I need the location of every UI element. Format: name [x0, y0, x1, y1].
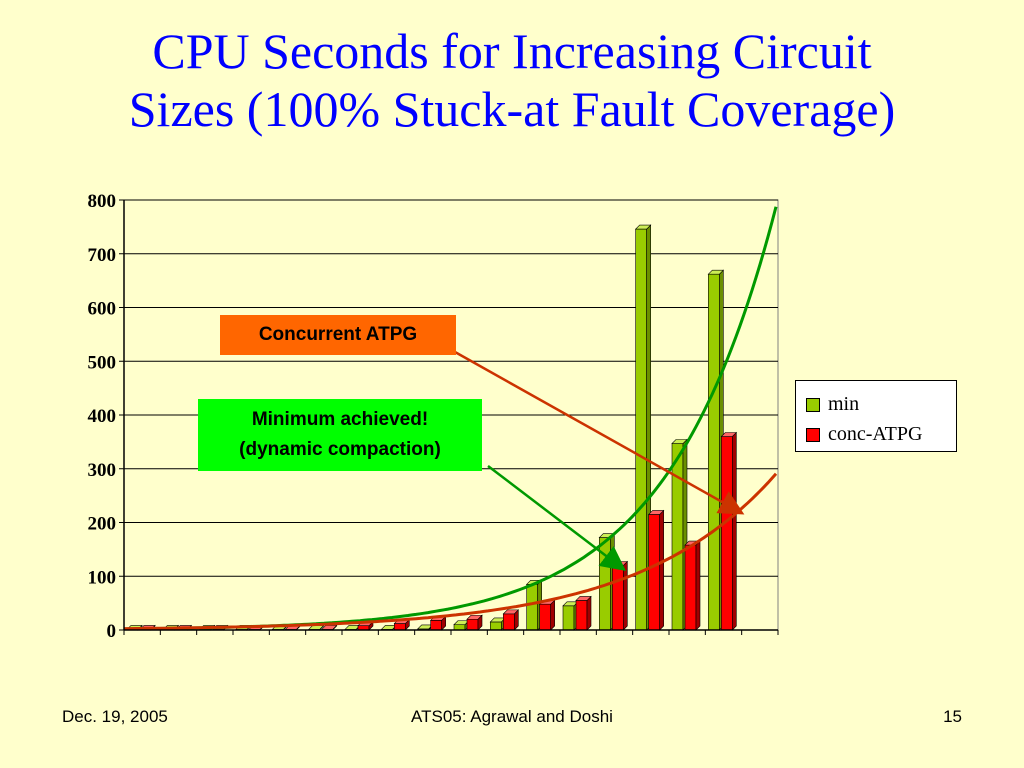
bar-top [502, 609, 520, 615]
bar-front [453, 624, 466, 631]
legend-label-conc: conc-ATPG [828, 423, 923, 445]
minimum-achieved-line2: (dynamic compaction) [239, 439, 441, 460]
bar-front [394, 623, 406, 631]
arrow-concurrent-atpg [454, 350, 745, 515]
callout-arrows [454, 350, 745, 572]
legend-item-min: min [806, 393, 859, 416]
bar-side [586, 595, 592, 631]
y-tick-label: 100 [88, 567, 117, 588]
bar-front [466, 618, 479, 631]
bar-side [659, 509, 664, 631]
bar-front [526, 584, 538, 631]
chart-legend: min conc-ATPG [795, 380, 957, 452]
bar-front [562, 605, 575, 631]
bar-conc-atpg [538, 599, 556, 631]
bar-front [612, 565, 624, 631]
bar-front [708, 273, 720, 631]
bar-top [707, 269, 725, 275]
minimum-achieved-line1: Minimum achieved! [251, 409, 429, 430]
arrow-minimum-achieved [487, 465, 626, 572]
bar-side [695, 540, 701, 631]
bar-conc-atpg [466, 614, 483, 631]
legend-swatch-conc [806, 427, 820, 442]
bar-top [720, 432, 738, 437]
bar-front [539, 603, 551, 631]
bar-conc-atpg [684, 540, 701, 631]
bar-front [684, 544, 697, 631]
bar-conc-atpg [502, 609, 520, 631]
y-tick-label: 0 [107, 621, 117, 642]
bar-side [623, 560, 628, 631]
footer-center-text: ATS05: Agrawal and Doshi [411, 707, 613, 726]
footer-page-number: 15 [943, 707, 962, 726]
y-tick-label: 400 [88, 406, 117, 427]
bar-front [430, 620, 442, 631]
legend-swatch-min [806, 397, 820, 412]
y-tick-label: 800 [88, 191, 117, 212]
bar-front [503, 613, 515, 631]
bar-top [634, 224, 652, 230]
bar-front [648, 514, 660, 631]
bar-top [466, 614, 483, 620]
title-line-2: Sizes (100% Stuck-at Fault Coverage) [128, 81, 896, 137]
concurrent-atpg-label: Concurrent ATPG [258, 324, 418, 345]
bar-side [732, 431, 737, 631]
title-line-1: CPU Seconds for Increasing Circuit [152, 23, 872, 79]
concurrent-atpg-callout: Concurrent ATPG [220, 315, 456, 355]
bar-conc-atpg [720, 431, 738, 631]
minimum-achieved-callout: Minimum achieved! (dynamic compaction) [198, 399, 482, 471]
footer-date: Dec. 19, 2005 [62, 707, 168, 726]
y-tick-label: 200 [88, 514, 117, 535]
bar-top [671, 439, 688, 444]
slide-title: CPU Seconds for Increasing Circuit Sizes… [0, 22, 1024, 138]
y-tick-label: 500 [88, 352, 117, 373]
bar-side [550, 599, 555, 631]
legend-label-min: min [828, 393, 860, 415]
bar-top [647, 510, 665, 515]
axes: 0 100 200 300 400 500 600 700 800 [88, 191, 779, 642]
trendline-conc-atpg [123, 472, 778, 631]
bar-front [575, 600, 588, 631]
bar-front [490, 621, 502, 631]
y-tick-label: 300 [88, 460, 117, 481]
bar-front [721, 436, 733, 631]
bar-top [575, 596, 592, 601]
y-tick-label: 600 [88, 299, 117, 320]
bar-conc-atpg [611, 560, 629, 631]
trendlines [123, 206, 778, 631]
bar-conc-atpg [575, 595, 592, 631]
bar-front [671, 443, 684, 631]
y-tick-label: 700 [88, 245, 117, 266]
legend-item-conc: conc-ATPG [806, 423, 922, 446]
bar-conc-atpg [647, 509, 665, 631]
